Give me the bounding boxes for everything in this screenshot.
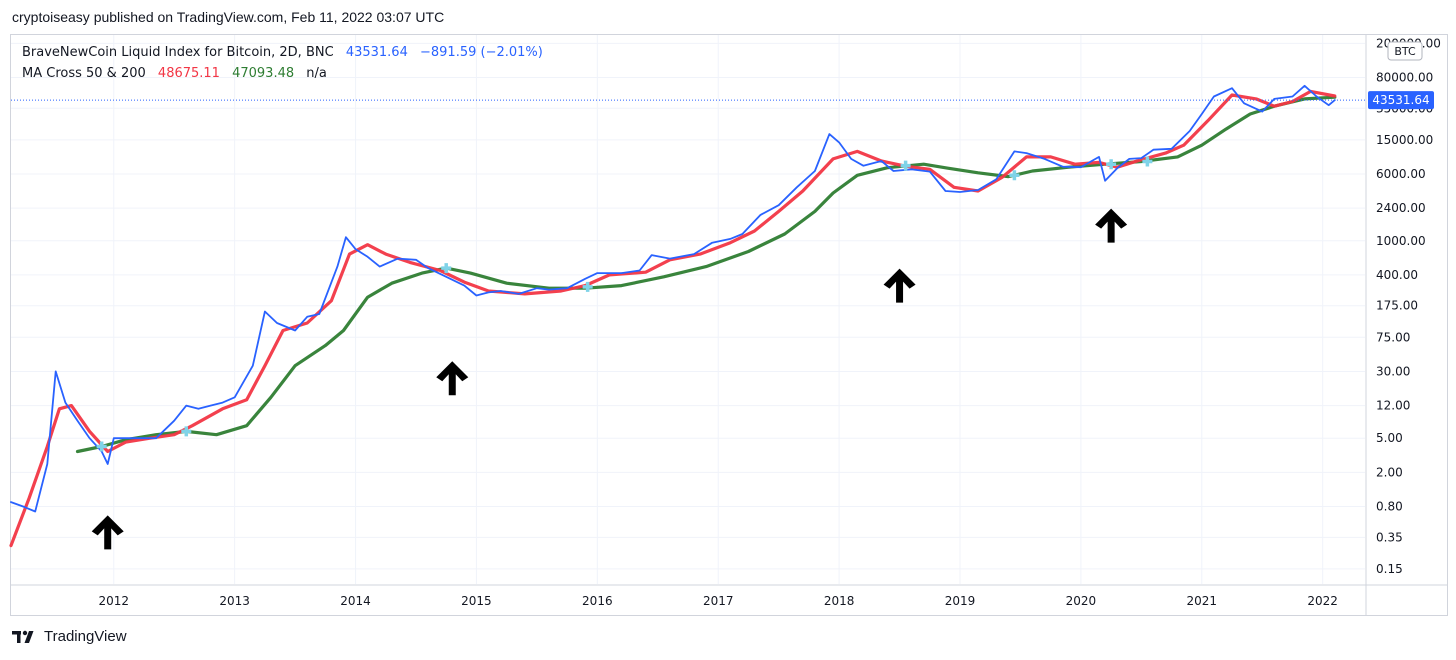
ma-crossover-marker	[96, 441, 107, 452]
ma-crossover-marker	[900, 160, 911, 171]
y-tick-label: 0.35	[1376, 530, 1403, 544]
ma200-series-line	[75, 95, 1337, 454]
chart-marks	[91, 156, 1153, 550]
currency-badge	[1387, 41, 1423, 61]
indicator-legend: MA Cross 50 & 200 48675.11 47093.48 n/a	[22, 66, 335, 81]
x-tick-label: 2022	[1307, 594, 1338, 608]
symbol-legend: BraveNewCoin Liquid Index for Bitcoin, 2…	[22, 45, 551, 60]
y-tick-label: 400.00	[1376, 268, 1418, 282]
x-tick-label: 2012	[98, 594, 129, 608]
ma-crossover-marker	[181, 426, 192, 437]
y-tick-label: 6000.00	[1376, 167, 1426, 181]
price-badge-text: 43531.64	[1372, 93, 1429, 107]
y-tick-label: 2400.00	[1376, 201, 1426, 215]
ma-crossover-marker	[1142, 156, 1153, 167]
up-arrow-icon	[883, 268, 916, 303]
x-tick-label: 2017	[703, 594, 734, 608]
y-tick-label: 30.00	[1376, 364, 1410, 378]
last-price: 43531.64	[345, 45, 408, 60]
y-tick-label: 5.00	[1376, 431, 1403, 445]
x-tick-label: 2019	[945, 594, 976, 608]
up-arrow-icon	[436, 361, 469, 396]
y-tick-label: 175.00	[1376, 299, 1418, 313]
chart-grid	[11, 35, 1365, 584]
indicator-extra: n/a	[306, 66, 327, 81]
currency-badge-text: BTC	[1394, 45, 1416, 58]
ma-crossover-marker	[1009, 170, 1020, 181]
up-arrow-icon	[1095, 208, 1128, 243]
ma-crossover-marker	[441, 263, 452, 274]
chart-axes: 0.15 0.35 0.80 2.00 5.00 12.00 30.00 75.00 175.0…	[11, 35, 1447, 615]
tradingview-logo-icon	[12, 630, 34, 643]
x-tick-label: 2018	[824, 594, 855, 608]
ma50-series-line	[9, 89, 1337, 548]
ma50-value: 48675.11	[157, 66, 220, 81]
y-tick-label: 0.15	[1376, 562, 1403, 576]
price-badge	[1368, 91, 1434, 110]
x-tick-label: 2014	[340, 594, 371, 608]
price-series-line	[10, 84, 1336, 513]
y-tick-label: 1000.00	[1376, 234, 1426, 248]
y-tick-label: 75.00	[1376, 330, 1410, 344]
price-change: −891.59 (−2.01%)	[419, 45, 543, 60]
y-tick-label: 12.00	[1376, 399, 1410, 413]
ma200-value: 47093.48	[232, 66, 295, 81]
y-tick-label: 15000.00	[1376, 133, 1433, 147]
ma-crossover-marker	[582, 281, 593, 292]
footer-brand-name: TradingView	[44, 628, 127, 645]
footer-brand: TradingView	[12, 628, 127, 645]
up-arrow-icon	[91, 515, 124, 550]
y-tick-label: 0.80	[1376, 500, 1403, 514]
chart-series	[9, 84, 1365, 548]
x-tick-label: 2021	[1187, 594, 1218, 608]
x-tick-label: 2016	[582, 594, 613, 608]
publisher-line: cryptoiseasy published on TradingView.co…	[12, 9, 445, 25]
x-tick-label: 2015	[461, 594, 492, 608]
y-tick-label: 2.00	[1376, 465, 1403, 479]
x-tick-label: 2020	[1066, 594, 1097, 608]
y-tick-label: 80000.00	[1376, 70, 1433, 84]
chart-frame	[10, 34, 1448, 616]
symbol-name: BraveNewCoin Liquid Index for Bitcoin, 2…	[22, 45, 334, 60]
x-tick-label: 2013	[219, 594, 250, 608]
ma-crossover-marker	[1106, 159, 1117, 170]
indicator-name: MA Cross 50 & 200	[22, 66, 146, 81]
